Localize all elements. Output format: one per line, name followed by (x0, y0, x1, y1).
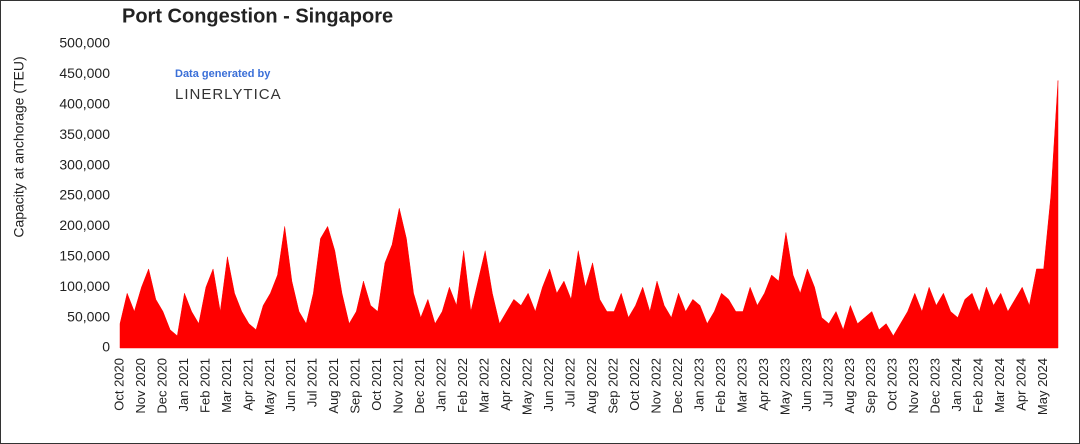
y-tick-label: 100,000 (59, 278, 110, 294)
x-tick-label: Dec 2022 (670, 358, 685, 414)
x-tick-label: Oct 2021 (369, 358, 384, 411)
x-tick-label: Aug 2023 (842, 358, 857, 414)
x-tick-label: Nov 2021 (391, 358, 406, 414)
x-tick-label: Apr 2022 (498, 358, 513, 411)
y-tick-label: 250,000 (59, 187, 110, 203)
x-tick-label: Aug 2022 (584, 358, 599, 414)
x-tick-label: Mar 2023 (734, 358, 749, 413)
x-tick-label: Feb 2022 (455, 358, 470, 413)
x-tick-label: Jan 2021 (176, 358, 191, 412)
x-tick-label: Nov 2023 (906, 358, 921, 414)
x-tick-label: Mar 2024 (992, 358, 1007, 413)
annotation: LINERLYTICA (175, 86, 282, 103)
x-tick-label: May 2023 (777, 358, 792, 415)
x-tick-label: Sep 2023 (863, 358, 878, 414)
x-tick-label: May 2022 (520, 358, 535, 415)
x-tick-label: May 2021 (262, 358, 277, 415)
x-tick-label: Dec 2020 (154, 358, 169, 414)
x-tick-label: Oct 2022 (627, 358, 642, 411)
x-tick-label: Aug 2021 (326, 358, 341, 414)
x-tick-label: Apr 2024 (1014, 358, 1029, 411)
x-tick-label: Apr 2023 (756, 358, 771, 411)
x-tick-label: Jun 2022 (541, 358, 556, 412)
x-tick-label: Feb 2023 (713, 358, 728, 413)
y-tick-label: 500,000 (59, 35, 110, 51)
x-tick-label: Jan 2023 (691, 358, 706, 412)
y-tick-label: 0 (102, 339, 110, 355)
x-tick-label: Nov 2022 (648, 358, 663, 414)
y-tick-label: 200,000 (59, 217, 110, 233)
x-tick-label: Jul 2021 (305, 358, 320, 407)
chart-title: Port Congestion - Singapore (122, 5, 393, 27)
x-tick-label: Sep 2021 (348, 358, 363, 414)
x-tick-label: Jul 2022 (563, 358, 578, 407)
x-tick-label: Jun 2023 (799, 358, 814, 412)
y-tick-label: 150,000 (59, 248, 110, 264)
x-tick-label: Dec 2021 (412, 358, 427, 414)
x-tick-label: May 2024 (1035, 358, 1050, 415)
x-tick-label: Nov 2020 (133, 358, 148, 414)
x-tick-label: Jan 2024 (949, 358, 964, 412)
x-tick-label: Oct 2023 (885, 358, 900, 411)
annotation: Data generated by (175, 68, 271, 80)
x-tick-label: Feb 2021 (197, 358, 212, 413)
x-tick-label: Oct 2020 (111, 358, 126, 411)
x-tick-label: Dec 2023 (928, 358, 943, 414)
x-tick-label: Mar 2021 (219, 358, 234, 413)
y-tick-label: 350,000 (59, 126, 110, 142)
y-tick-label: 50,000 (67, 308, 110, 324)
x-tick-label: Feb 2024 (971, 358, 986, 413)
y-axis-label: Capacity at anchorage (TEU) (11, 56, 27, 237)
y-tick-label: 300,000 (59, 156, 110, 172)
y-tick-label: 450,000 (59, 65, 110, 81)
x-tick-label: Apr 2021 (240, 358, 255, 411)
x-tick-label: Jul 2023 (820, 358, 835, 407)
y-tick-label: 400,000 (59, 96, 110, 112)
x-tick-label: Mar 2022 (477, 358, 492, 413)
x-tick-label: Sep 2022 (606, 358, 621, 414)
area (119, 80, 1059, 349)
x-tick-label: Jan 2022 (434, 358, 449, 412)
x-tick-label: Jun 2021 (283, 358, 298, 412)
